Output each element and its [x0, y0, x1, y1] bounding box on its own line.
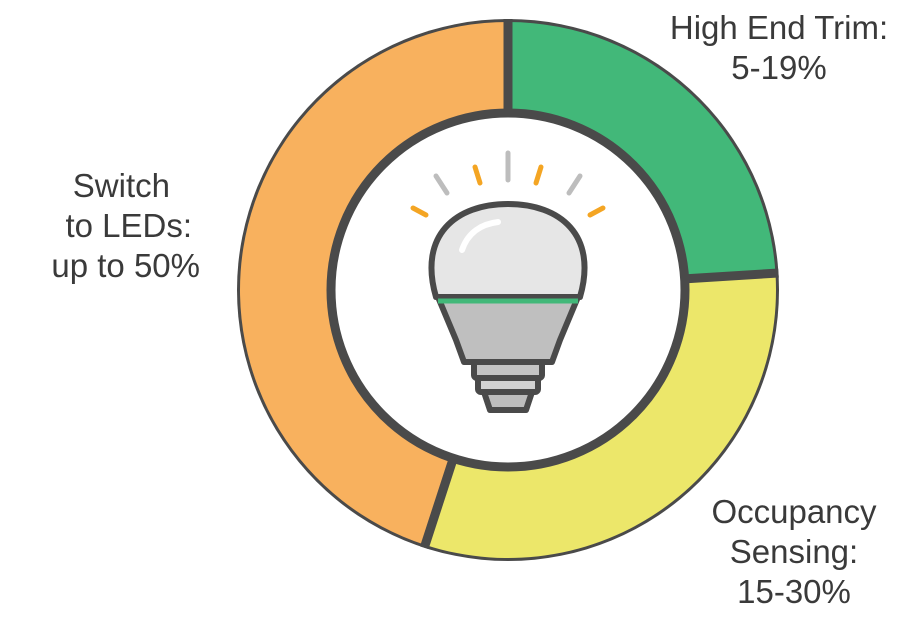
label-switch-to-leds-line-2: to LEDs: — [65, 207, 192, 244]
label-occupancy-sensing-line-1: Occupancy — [711, 493, 877, 530]
label-high-end-trim-line-2: 5-19% — [731, 49, 827, 86]
label-switch-to-leds: Switch to LEDs: up to 50% — [8, 166, 200, 286]
segment-divider-2 — [419, 456, 458, 550]
light-rays-icon — [410, 150, 606, 218]
label-high-end-trim-line-1: High End Trim: — [669, 9, 889, 46]
label-occupancy-sensing-line-3: 15-30% — [737, 573, 851, 610]
donut-segment-occupancy-sensing — [425, 273, 776, 558]
light-bulb-icon — [410, 150, 606, 413]
label-high-end-trim: High End Trim: 5-19% — [645, 8, 913, 88]
label-occupancy-sensing: Occupancy Sensing: 15-30% — [683, 492, 905, 612]
label-occupancy-sensing-line-2: Sensing: — [729, 533, 859, 570]
label-switch-to-leds-line-1: Switch — [72, 167, 170, 204]
donut-segment-switch-to-leds — [240, 22, 508, 545]
segment-divider-1 — [684, 268, 779, 284]
label-switch-to-leds-line-3: up to 50% — [51, 247, 200, 284]
donut-segment-high-end-trim — [508, 22, 776, 279]
